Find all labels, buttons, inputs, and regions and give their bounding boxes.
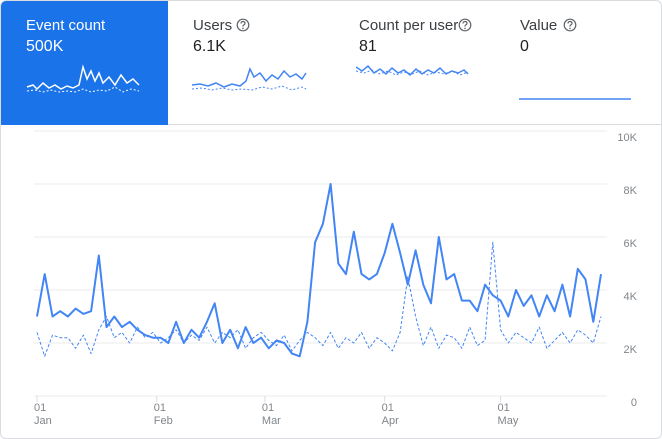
x-tick-label: 01 Mar xyxy=(261,402,281,427)
metric-tab[interactable]: Count per user 81 xyxy=(334,1,501,125)
metric-tab[interactable]: Users 6.1K xyxy=(168,1,334,125)
x-tick-label: 01 Apr xyxy=(381,402,399,427)
tab-value: 0 xyxy=(520,38,529,55)
metric-tab[interactable]: Value 0 xyxy=(501,1,661,125)
tab-label: Event count xyxy=(26,17,106,34)
help-icon[interactable] xyxy=(563,18,577,32)
y-tick-label: 10K xyxy=(617,132,637,144)
tab-label: Value xyxy=(520,17,558,34)
y-tick-label: 8K xyxy=(624,185,638,197)
series-line xyxy=(36,183,602,358)
y-tick-label: 2K xyxy=(624,344,638,356)
help-icon[interactable] xyxy=(236,18,250,32)
sparkline xyxy=(192,67,307,91)
tab-value: 500K xyxy=(26,38,64,55)
help-icon[interactable] xyxy=(458,18,472,32)
sparkline xyxy=(26,64,140,93)
sparkline xyxy=(356,64,469,77)
y-tick-label: 4K xyxy=(624,291,638,303)
y-tick-label: 0 xyxy=(631,397,637,409)
x-tick-label: 01 Feb xyxy=(153,402,173,427)
tab-value: 81 xyxy=(359,38,377,55)
tab-label: Count per user xyxy=(359,17,459,34)
x-tick-label: 01 Jan xyxy=(34,402,52,427)
series-line xyxy=(36,241,602,357)
y-tick-label: 6K xyxy=(624,238,638,250)
tab-value: 6.1K xyxy=(193,38,226,55)
sparkline xyxy=(519,98,631,100)
tab-label: Users xyxy=(193,17,233,34)
x-tick-label: 01 May xyxy=(497,402,519,427)
metric-tab[interactable]: Event count 500K xyxy=(1,1,168,125)
